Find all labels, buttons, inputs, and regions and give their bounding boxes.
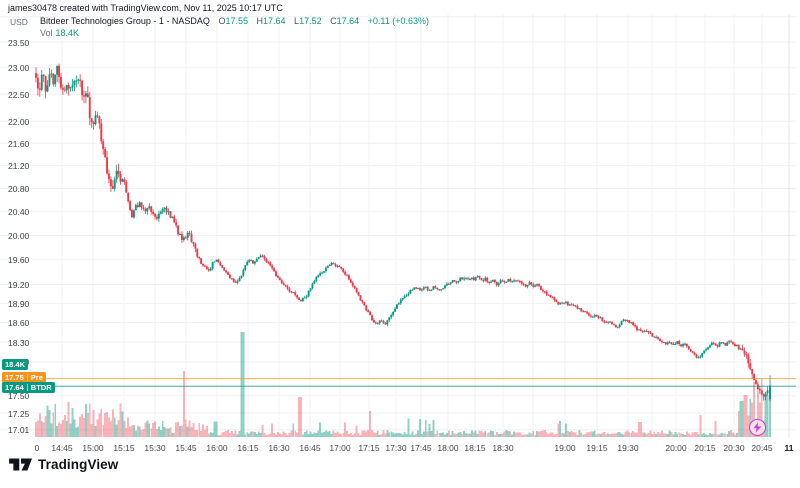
time-tick-label: 0 xyxy=(34,443,40,453)
volume-label: Vol xyxy=(40,27,53,38)
low-label: L xyxy=(294,16,300,26)
time-tick-label: 20:15 xyxy=(694,443,716,453)
volume-indicator: Vol 18.4K xyxy=(40,28,79,38)
attribution-text: james30478 created with TradingView.com,… xyxy=(8,3,283,13)
symbol-title: Bitdeer Technologies Group - 1 - NASDAQ xyxy=(40,16,210,26)
price-tick-label: 23.00 xyxy=(8,63,30,74)
price-tick-label: 22.00 xyxy=(8,116,30,127)
time-tick-label: 16:30 xyxy=(268,443,290,453)
time-tick-label: 20:45 xyxy=(751,443,773,453)
price-tick-label: 17.50 xyxy=(8,391,30,402)
time-tick-label: 19:15 xyxy=(586,443,608,453)
price-tick-label: 22.50 xyxy=(8,89,30,100)
high-label: H xyxy=(256,16,264,26)
price-tick-label: 20.80 xyxy=(8,184,30,194)
time-tick-label: 20:00 xyxy=(665,443,687,453)
badge-divider xyxy=(26,383,28,391)
time-tick-label: 17:30 xyxy=(385,443,407,453)
time-tick-label: 17:45 xyxy=(410,443,432,453)
price-tick-label: 19.20 xyxy=(8,280,30,290)
symbol-header: Bitdeer Technologies Group - 1 - NASDAQ … xyxy=(40,16,429,26)
open-value: 17.55 xyxy=(225,16,248,26)
price-tick-label: 20.40 xyxy=(8,207,30,218)
high-value: 17.64 xyxy=(263,16,286,26)
price-tick-label: 18.60 xyxy=(8,318,30,329)
change-value: +0.11 (+0.63%) xyxy=(367,16,430,26)
time-tick-label: 16:45 xyxy=(299,443,321,453)
time-tick-label: 18:30 xyxy=(492,443,514,453)
time-tick-label: 20:30 xyxy=(723,443,745,453)
price-tick-label: 17.25 xyxy=(8,408,30,419)
time-tick-label: 17:00 xyxy=(329,443,351,453)
tradingview-logo[interactable]: TradingView xyxy=(9,456,118,473)
time-tick-label: 19:30 xyxy=(617,443,639,453)
price-tick-label: 17.01 xyxy=(8,425,30,436)
price-tick-label: 21.60 xyxy=(8,138,30,149)
time-tick-label: 15:30 xyxy=(144,443,166,453)
time-tick-label: 15:45 xyxy=(175,443,197,453)
time-tick-label: 15:00 xyxy=(82,443,104,453)
close-value: 17.64 xyxy=(336,16,360,26)
price-tick-label: 18.30 xyxy=(8,337,30,348)
time-tick-label: 16:00 xyxy=(206,443,228,453)
date-tick-label: 11 xyxy=(784,443,794,453)
time-tick-label: 16:15 xyxy=(237,443,259,453)
pre-market-badge: 17.75 Pre xyxy=(2,371,46,383)
volume-badge: 18.4K xyxy=(2,358,29,370)
low-value: 17.52 xyxy=(299,16,322,26)
time-tick-label: 14:45 xyxy=(51,443,73,453)
price-tick-label: 19.60 xyxy=(8,255,30,266)
time-tick-label: 19:00 xyxy=(554,443,576,453)
lightning-circle-icon[interactable] xyxy=(749,419,766,436)
open-label: O xyxy=(218,16,226,26)
brand-text: TradingView xyxy=(38,457,119,472)
price-tick-label: 23.50 xyxy=(8,37,30,48)
time-tick-label: 15:15 xyxy=(113,443,135,453)
time-tick-label: 18:15 xyxy=(464,443,486,453)
badge-divider xyxy=(26,373,28,381)
price-tick-label: 20.00 xyxy=(8,231,30,241)
tradingview-logo-icon xyxy=(9,458,33,471)
price-tick-label: 18.90 xyxy=(8,298,30,309)
volume-value: 18.4K xyxy=(55,27,80,38)
time-tick-label: 17:15 xyxy=(358,443,380,453)
close-label: C xyxy=(330,16,337,26)
currency-label: USD xyxy=(10,17,28,27)
price-tick-label: 21.20 xyxy=(8,161,30,172)
last-price-badge: 17.64 BTDR xyxy=(2,381,55,393)
time-tick-label: 18:00 xyxy=(437,443,459,453)
